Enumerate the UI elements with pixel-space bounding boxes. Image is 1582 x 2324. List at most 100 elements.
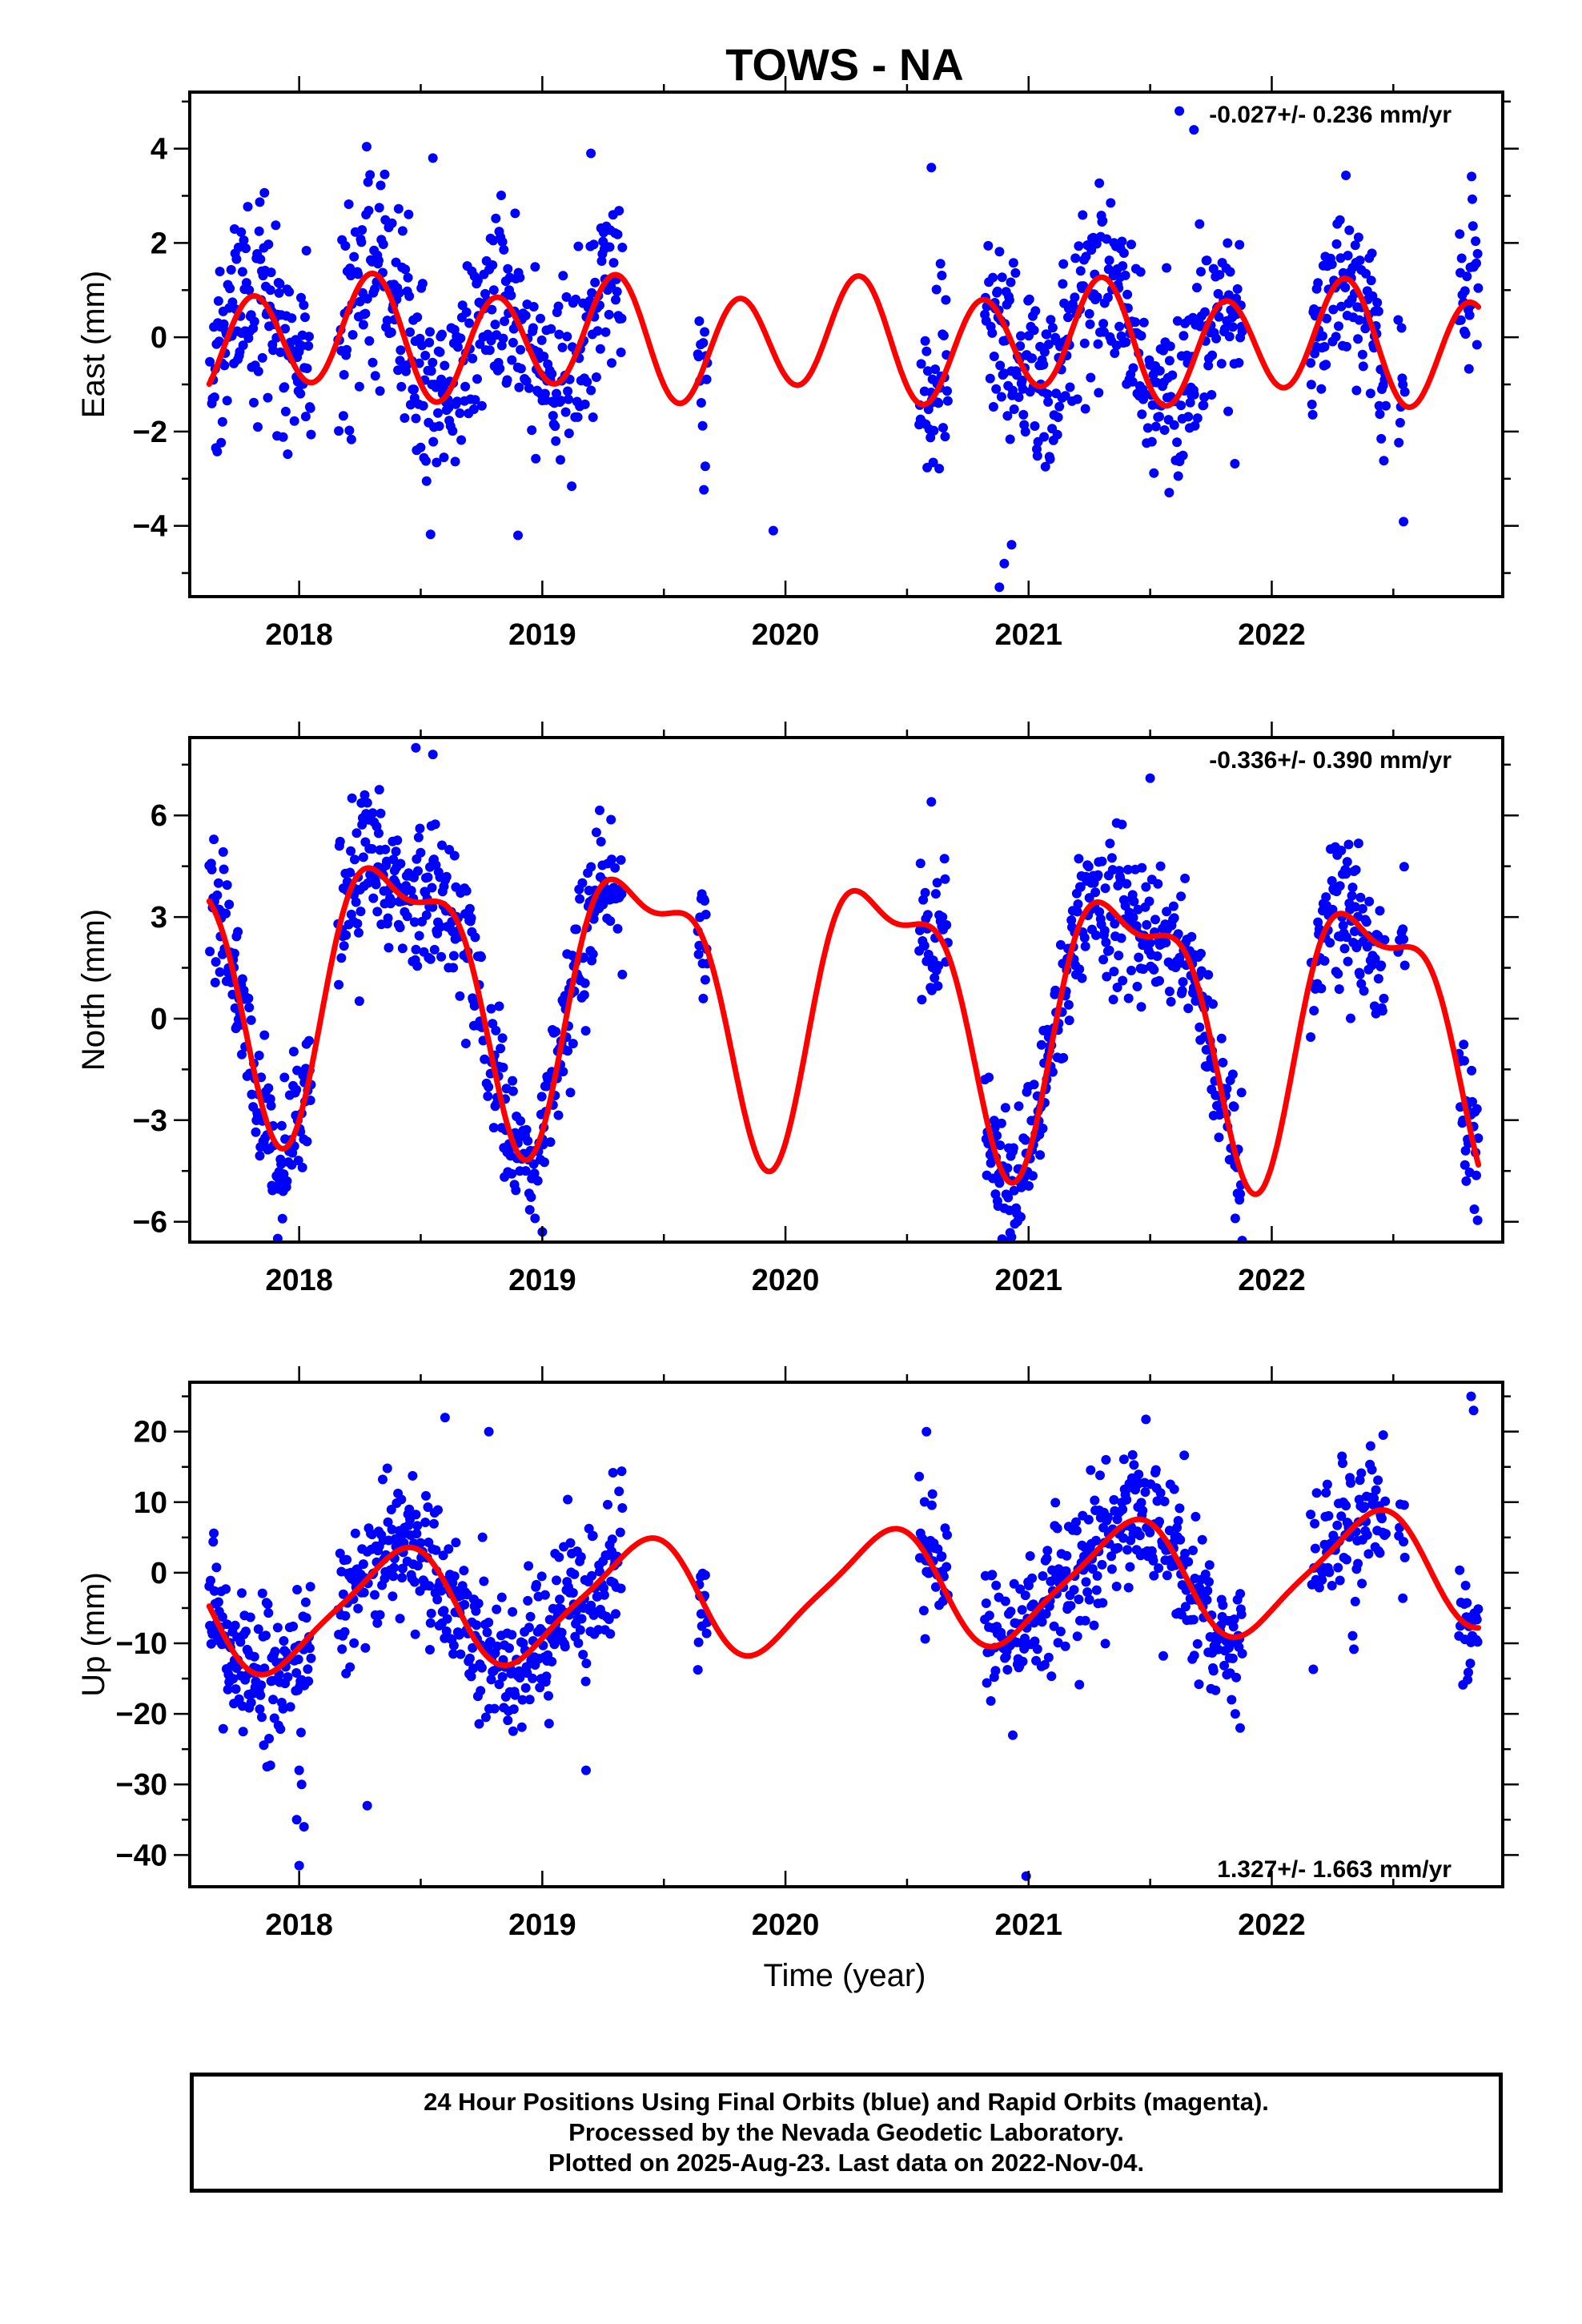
up-data-point <box>1008 1730 1018 1740</box>
up-data-point <box>1150 1465 1161 1475</box>
up-x-tick-label: 2018 <box>265 1908 333 1942</box>
east-data-point <box>536 313 545 324</box>
east-data-point <box>616 348 626 357</box>
east-data-point <box>1189 389 1199 400</box>
north-data-point <box>1066 915 1077 925</box>
up-data-point <box>1363 1549 1374 1559</box>
up-data-point <box>604 1614 614 1624</box>
north-data-point <box>1064 1015 1074 1026</box>
up-data-point <box>1342 1554 1351 1565</box>
up-data-point <box>1202 1594 1212 1605</box>
north-data-point <box>368 893 379 903</box>
up-data-point <box>476 1663 487 1673</box>
east-data-point <box>428 436 439 447</box>
up-data-point <box>283 1672 293 1683</box>
up-data-point <box>1237 1648 1247 1659</box>
up-data-point <box>1322 1479 1332 1490</box>
up-data-point <box>1162 1570 1172 1581</box>
panel-up: 2018 2019 2020 2021 2022 −40 −30 −20 −10 0 10 20 Up … <box>76 1366 1519 1942</box>
east-data-point <box>1355 255 1365 266</box>
north-data-point <box>341 930 351 940</box>
east-data-point <box>1335 215 1345 225</box>
north-data-point <box>1343 839 1354 850</box>
up-data-point <box>1323 1510 1334 1521</box>
north-data-point <box>558 1067 568 1077</box>
up-data-point <box>541 1671 552 1682</box>
north-data-point <box>1399 862 1409 872</box>
north-data-point <box>1058 1052 1069 1063</box>
up-data-point <box>263 1599 273 1610</box>
north-data-point <box>1342 857 1352 867</box>
north-data-point <box>1162 907 1172 917</box>
north-data-point <box>1460 1160 1470 1170</box>
up-data-point <box>1229 1614 1239 1624</box>
east-data-point <box>1172 437 1182 448</box>
east-data-point <box>1350 240 1360 251</box>
east-data-point <box>299 300 309 310</box>
up-x-tick-label: 2020 <box>752 1908 820 1942</box>
north-data-point <box>1008 1143 1018 1153</box>
north-data-point <box>1079 933 1090 943</box>
east-data-point <box>205 356 215 367</box>
up-data-point <box>1071 1526 1082 1536</box>
east-data-point <box>1070 292 1080 303</box>
east-data-point <box>983 240 994 251</box>
up-data-point <box>1380 1496 1391 1506</box>
east-data-point <box>516 344 526 355</box>
east-data-point <box>275 279 285 289</box>
east-data-point <box>1237 326 1247 336</box>
up-data-point <box>544 1691 553 1701</box>
east-data-point <box>1114 321 1125 332</box>
up-data-point <box>930 1582 941 1592</box>
north-data-point <box>996 1118 1006 1128</box>
up-data-point <box>581 1765 591 1775</box>
up-y-axis-label: Up (mm) <box>76 1572 111 1697</box>
up-data-point <box>395 1614 405 1624</box>
up-data-point <box>1066 1601 1076 1611</box>
north-data-point <box>938 912 948 923</box>
east-data-point <box>1316 384 1327 394</box>
north-data-point <box>1461 1176 1472 1186</box>
east-data-point <box>386 328 396 337</box>
north-x-tick-label: 2019 <box>508 1264 576 1297</box>
north-data-point <box>1102 971 1112 982</box>
north-data-point <box>1016 1212 1026 1222</box>
east-data-point <box>617 243 628 252</box>
east-data-point <box>404 291 415 301</box>
north-data-point <box>1350 902 1360 912</box>
north-data-point <box>1316 983 1327 994</box>
up-data-point <box>1194 1679 1204 1690</box>
up-data-point <box>1333 1562 1343 1573</box>
east-data-point <box>404 209 414 219</box>
east-data-point <box>271 220 281 231</box>
east-data-point <box>1086 372 1096 383</box>
east-data-point <box>1030 421 1040 431</box>
north-data-point <box>1229 1102 1239 1112</box>
up-data-point <box>468 1642 478 1653</box>
north-data-point <box>383 943 394 953</box>
up-data-point <box>587 1570 597 1581</box>
up-data-point <box>1203 1586 1213 1596</box>
up-data-point <box>296 1727 306 1738</box>
east-data-point <box>432 457 442 468</box>
east-data-point <box>300 312 310 323</box>
north-data-point <box>598 899 608 910</box>
east-data-point <box>611 295 620 305</box>
east-data-point <box>435 347 445 357</box>
north-data-point <box>466 913 476 923</box>
north-data-point <box>1343 956 1353 967</box>
east-data-point <box>416 442 426 452</box>
north-data-point <box>516 1116 526 1126</box>
north-data-point <box>396 858 406 869</box>
north-data-point <box>1047 1067 1058 1077</box>
up-data-point <box>987 1570 998 1580</box>
east-data-point <box>378 239 388 249</box>
east-data-point <box>452 342 463 352</box>
east-data-point <box>938 331 949 340</box>
up-data-point <box>480 1712 491 1723</box>
east-data-point <box>1396 323 1407 333</box>
east-data-point <box>1154 366 1165 376</box>
up-data-point <box>440 1413 450 1423</box>
east-data-point <box>343 199 354 209</box>
east-data-point <box>275 347 286 357</box>
